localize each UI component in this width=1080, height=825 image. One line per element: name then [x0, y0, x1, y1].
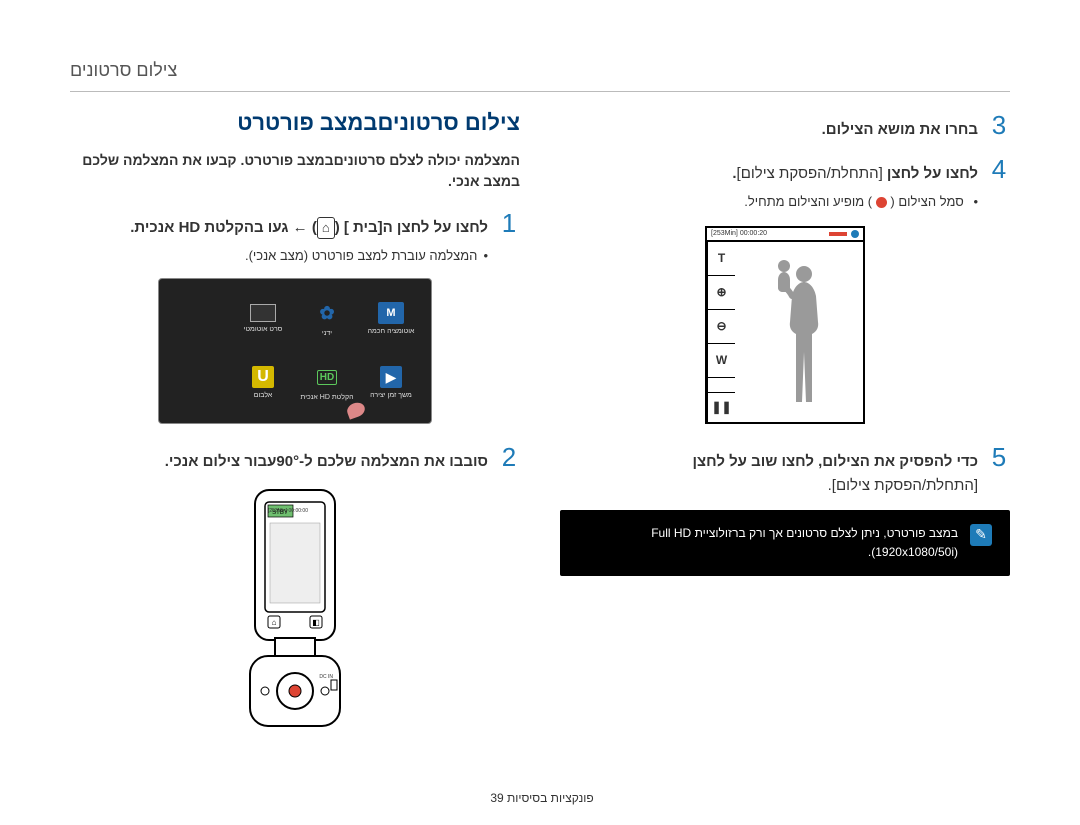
left-column: 3 בחרו את מושא הצילום. 4 לחצו על לחצן [ה… [560, 110, 1010, 738]
step-2-number: 2 [498, 442, 520, 473]
silhouette-icon [754, 252, 844, 412]
right-column: צילום סרטוניםבמצב פורטרט המצלמה יכולה לצ… [70, 110, 520, 738]
step-1: 1 לחצו על לחצן ה[בית ] (⌂) ← געו בהקלטת … [70, 208, 520, 266]
page-header-title: צילום סרטונים [70, 60, 177, 80]
note-text: במצב פורטרט, ניתן לצלם סרטונים אך ורק בר… [578, 524, 958, 562]
intro-text: המצלמה יכולה לצלם סרטוניםבמצב פורטרט. קב… [70, 150, 520, 192]
camera-illustration: STBY 00:00:00 [253Min] ⌂ ◧ DC IN [70, 488, 520, 738]
lcd-top-bar: 00:00:20 [253Min] [707, 228, 863, 242]
svg-text:⌂: ⌂ [272, 618, 277, 627]
mode-grid-wrap: M אוטומציה חכמה ✿ ידני סרט אוטומטי ▶ משך… [70, 278, 520, 424]
step-4-body: לחצו על לחצן [התחלת/הפסקת צילום]. [732, 162, 978, 186]
lcd-screen: 00:00:20 [253Min] [705, 226, 865, 424]
lcd-sidebar: T ⊕ ⊖ W ❚❚ [707, 242, 735, 422]
blue-dot-icon [851, 230, 859, 238]
note-icon: ✎ [970, 524, 992, 546]
mode-cell-album[interactable]: U אלבום [233, 353, 293, 413]
step-5-number: 5 [988, 442, 1010, 473]
zoom-w-button[interactable]: W [708, 344, 735, 378]
zoom-out-button[interactable]: ⊖ [708, 310, 735, 344]
smart-auto-icon: M [378, 302, 404, 324]
home-icon: ⌂ [317, 217, 335, 240]
mode-cell-manual[interactable]: ✿ ידני [297, 289, 357, 349]
step-5-body: כדי להפסיק את הצילום, לחצו שוב על לחצן [… [692, 450, 978, 498]
album-icon: U [252, 366, 274, 388]
step-1-sub: המצלמה עוברת למצב פורטרט (מצב אנכי). [70, 246, 488, 266]
mode-cell-blank-2 [169, 353, 229, 413]
page-footer: פונקציות בסיסיות 39 [70, 791, 1010, 805]
manual-icon: ✿ [314, 300, 340, 326]
step-5: 5 כדי להפסיק את הצילום, לחצו שוב על לחצן… [560, 442, 1010, 498]
step-1-body: לחצו על לחצן ה[בית ] (⌂) ← געו בהקלטת HD… [130, 216, 488, 240]
mode-cell-blank [169, 289, 229, 349]
svg-text:00:00:00 [253Min]: 00:00:00 [253Min] [268, 508, 308, 514]
svg-text:DC IN: DC IN [319, 674, 333, 680]
note-box: ✎ במצב פורטרט, ניתן לצלם סרטונים אך ורק … [560, 510, 1010, 576]
mode-cell-hd-vertical[interactable]: HD הקלטת HD אנכית [297, 353, 357, 413]
lcd-sidebar-spacer [708, 378, 735, 392]
footer-page-number: 39 [490, 791, 503, 805]
mode-cell-auto-movie[interactable]: סרט אוטומטי [233, 289, 293, 349]
lcd-screenshot: 00:00:20 [253Min] [560, 226, 1010, 424]
page-header: צילום סרטונים [70, 60, 1010, 92]
timelapse-icon: ▶ [380, 366, 402, 388]
zoom-in-button[interactable]: ⊕ [708, 276, 735, 310]
section-title: צילום סרטוניםבמצב פורטרט [70, 110, 520, 136]
camera-svg: STBY 00:00:00 [253Min] ⌂ ◧ DC IN [220, 488, 370, 738]
hd-vertical-icon: HD [314, 364, 340, 390]
lcd-time: 00:00:20 [253Min] [711, 230, 767, 237]
svg-text:◧: ◧ [312, 618, 320, 627]
step-2: 2 סובבו את המצלמה שלכם ל-90°עבור צילום א… [70, 442, 520, 474]
step-4-number: 4 [988, 154, 1010, 185]
footer-section: פונקציות בסיסיות [507, 791, 594, 805]
step-1-number: 1 [498, 208, 520, 239]
step-3-number: 3 [988, 110, 1010, 141]
step-4-sub: סמל הצילום ( ) מופיע והצילום מתחיל. [560, 192, 978, 212]
rec-bar-icon [829, 232, 847, 236]
zoom-t-button[interactable]: T [708, 242, 735, 276]
lcd-main [735, 242, 863, 422]
content-columns: צילום סרטוניםבמצב פורטרט המצלמה יכולה לצ… [70, 110, 1010, 738]
lcd-body: T ⊕ ⊖ W ❚❚ [707, 242, 863, 422]
auto-movie-icon [250, 304, 276, 322]
record-dot-icon [876, 197, 887, 208]
pause-button[interactable]: ❚❚ [708, 392, 735, 422]
mode-cell-smart[interactable]: M אוטומציה חכמה [361, 289, 421, 349]
step-2-body: סובבו את המצלמה שלכם ל-90°עבור צילום אנכ… [165, 450, 488, 474]
step-4: 4 לחצו על לחצן [התחלת/הפסקת צילום]. סמל … [560, 154, 1010, 212]
mode-grid: M אוטומציה חכמה ✿ ידני סרט אוטומטי ▶ משך… [158, 278, 432, 424]
step-3: 3 בחרו את מושא הצילום. [560, 110, 1010, 142]
step-3-body: בחרו את מושא הצילום. [822, 118, 978, 142]
mode-cell-timelapse[interactable]: ▶ משך זמן יצירה [361, 353, 421, 413]
